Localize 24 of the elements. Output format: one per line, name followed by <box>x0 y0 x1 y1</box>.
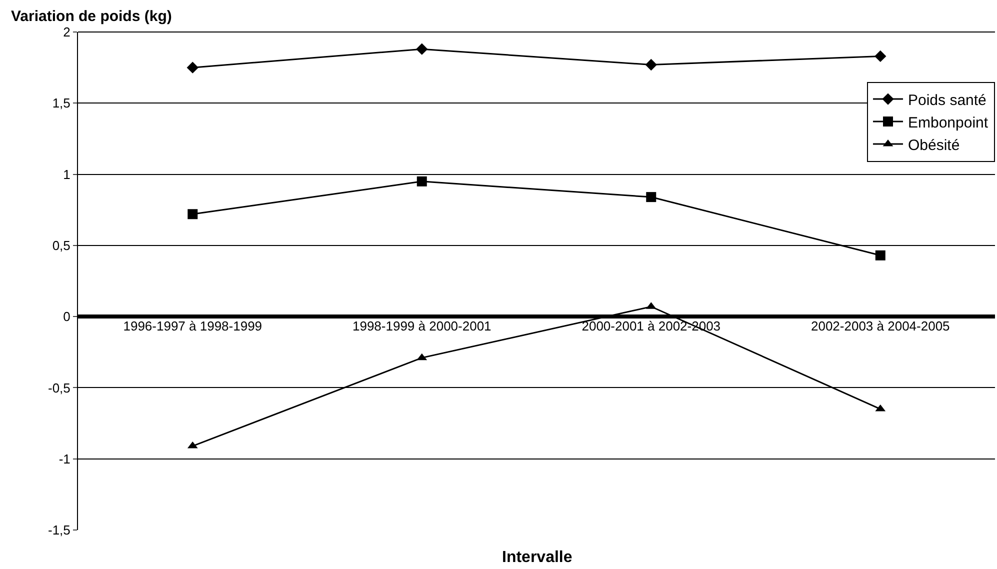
y-tick-label: -1,5 <box>48 522 70 538</box>
y-tick-label: 1,5 <box>52 96 70 111</box>
x-tick-label: 1998-1999 à 2000-2001 <box>352 318 492 334</box>
x-tick-label: 2002-2003 à 2004-2005 <box>810 318 950 334</box>
y-tick-label: 2 <box>63 24 70 40</box>
point <box>874 50 886 62</box>
point <box>186 62 198 74</box>
point <box>416 43 428 55</box>
point <box>646 192 656 202</box>
point <box>875 250 886 260</box>
x-axis-title: Intervalle <box>502 549 572 566</box>
y-axis-title: Variation de poids (kg) <box>11 8 172 25</box>
point <box>416 176 427 186</box>
legend-label: Obésité <box>908 136 960 154</box>
point <box>188 209 198 220</box>
y-tick-label: 1 <box>63 166 70 182</box>
x-tick-label: 1996-1997 à 1998-1999 <box>123 318 262 334</box>
y-tick-label: 0 <box>63 309 70 324</box>
legend-label: Poids santé <box>908 92 986 109</box>
y-tick-label: -0,5 <box>48 380 70 396</box>
point <box>645 58 657 71</box>
y-tick-label: 0,5 <box>52 238 70 253</box>
legend-label: Embonpoint <box>908 114 989 132</box>
y-tick-label: -1 <box>58 451 70 466</box>
